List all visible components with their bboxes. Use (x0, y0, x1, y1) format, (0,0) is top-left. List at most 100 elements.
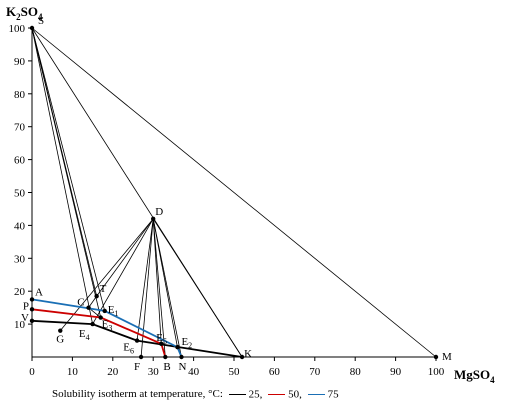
point-letter: E (108, 304, 115, 316)
tie-line (152, 218, 243, 358)
point-letter: E (102, 319, 109, 331)
x-axis-title: MgSO4 (454, 367, 495, 385)
point-B (163, 354, 168, 360)
tie-line (96, 218, 154, 297)
legend-label-50: 50, (288, 388, 302, 401)
x-tick-label: 80 (350, 366, 362, 378)
point-subscript: 4 (86, 333, 90, 342)
point-label-F: F (134, 361, 140, 373)
x-tick-label: 60 (269, 366, 281, 378)
point-subscript: 2 (188, 341, 192, 350)
point-letter: C (77, 297, 84, 309)
point-subscript: 6 (130, 347, 134, 356)
legend-label-75: 75 (327, 388, 339, 401)
point-label-M: M (442, 351, 452, 363)
y-tick-label: 50 (14, 188, 26, 200)
point-C (86, 305, 91, 310)
point-F (138, 354, 144, 360)
tie-line (59, 218, 154, 331)
point-letter: P (23, 300, 29, 312)
point-E5 (159, 341, 164, 347)
point-V (29, 318, 35, 324)
point-label-P: P (23, 300, 29, 312)
x-tick-label: 100 (428, 366, 445, 378)
point-G (58, 328, 63, 333)
x-tick-label: 0 (29, 366, 35, 378)
point-letter: E (181, 336, 188, 348)
y-tick-label: 100 (9, 23, 26, 35)
point-M (433, 354, 439, 360)
y-tick-label: 20 (14, 286, 26, 298)
legend-label-25: 25, (248, 388, 263, 401)
point-subscript: 3 (108, 324, 112, 333)
legend-swatch-75 (307, 393, 325, 395)
point-label-E2: E2 (181, 336, 192, 350)
legend: Solubility isotherm at temperature, °C: … (0, 388, 506, 400)
point-label-N: N (178, 361, 186, 373)
tie-line (140, 218, 154, 358)
tie-line (136, 218, 154, 341)
point-T (94, 293, 99, 299)
point-letter: E (123, 342, 130, 354)
y-tick-label: 60 (14, 155, 26, 167)
point-label-D: D (155, 206, 163, 218)
axes: 0 10 20 30 40 50 60 70 80 90 100 10 20 30 40 50 60 70 80 90… (9, 23, 445, 378)
tie-line (92, 218, 154, 325)
point-letter: N (178, 361, 186, 373)
isotherm-75 (31, 298, 183, 358)
y-tick-label: 90 (14, 56, 26, 68)
point-label-E1: E1 (108, 304, 119, 318)
x-tick-label: 50 (229, 366, 241, 378)
point-letter: T (100, 283, 107, 295)
point-E2 (175, 344, 180, 350)
point-letter: K (244, 348, 252, 360)
point-letter: M (442, 351, 452, 363)
tie-line (31, 27, 106, 312)
isotherm-50 (31, 308, 167, 358)
point-label-V: V (21, 312, 29, 324)
point-P (29, 307, 35, 312)
tie-line (31, 27, 437, 358)
point-label-S: S (38, 15, 44, 27)
point-subscript: 5 (163, 337, 167, 346)
point-K (239, 354, 245, 360)
point-letter: D (155, 206, 163, 218)
point-S (29, 25, 35, 31)
point-letter: B (163, 361, 170, 373)
x-tick-label: 90 (390, 366, 402, 378)
point-E1 (102, 308, 107, 314)
point-label-B: B (163, 361, 170, 373)
legend-prefix: Solubility isotherm at temperature, °C: (52, 388, 223, 401)
point-A (29, 297, 35, 302)
y-tick-label: 80 (14, 89, 26, 101)
y-tick-label: 70 (14, 122, 26, 134)
y-tick-label: 30 (14, 253, 26, 265)
point-letter: V (21, 312, 29, 324)
point-subscript: 1 (114, 309, 118, 318)
point-label-C: C (77, 297, 84, 309)
point-letter: E (156, 332, 163, 344)
point-label-E4: E4 (79, 328, 90, 342)
tie-line (152, 218, 166, 358)
y-axis-title: K2SO4 (6, 4, 43, 22)
tie-line (31, 27, 93, 325)
y-tick-label: 40 (14, 220, 26, 232)
point-label-E5: E5 (156, 332, 167, 346)
isotherm-25 (31, 319, 243, 358)
tie-line (88, 295, 97, 308)
point-label-E6: E6 (123, 342, 134, 356)
legend-swatch-25 (228, 393, 246, 395)
point-N (179, 354, 184, 360)
x-tick-label: 20 (107, 366, 119, 378)
point-letter: A (35, 286, 43, 298)
y-tick-label: 10 (14, 319, 26, 331)
point-label-E3: E3 (102, 319, 113, 333)
x-tick-label: 70 (309, 366, 321, 378)
isotherm-curves (31, 298, 243, 358)
x-tick-label: 10 (67, 366, 79, 378)
point-label-T: T (100, 283, 107, 295)
x-tick-label: 40 (188, 366, 200, 378)
tie-line (152, 218, 162, 344)
